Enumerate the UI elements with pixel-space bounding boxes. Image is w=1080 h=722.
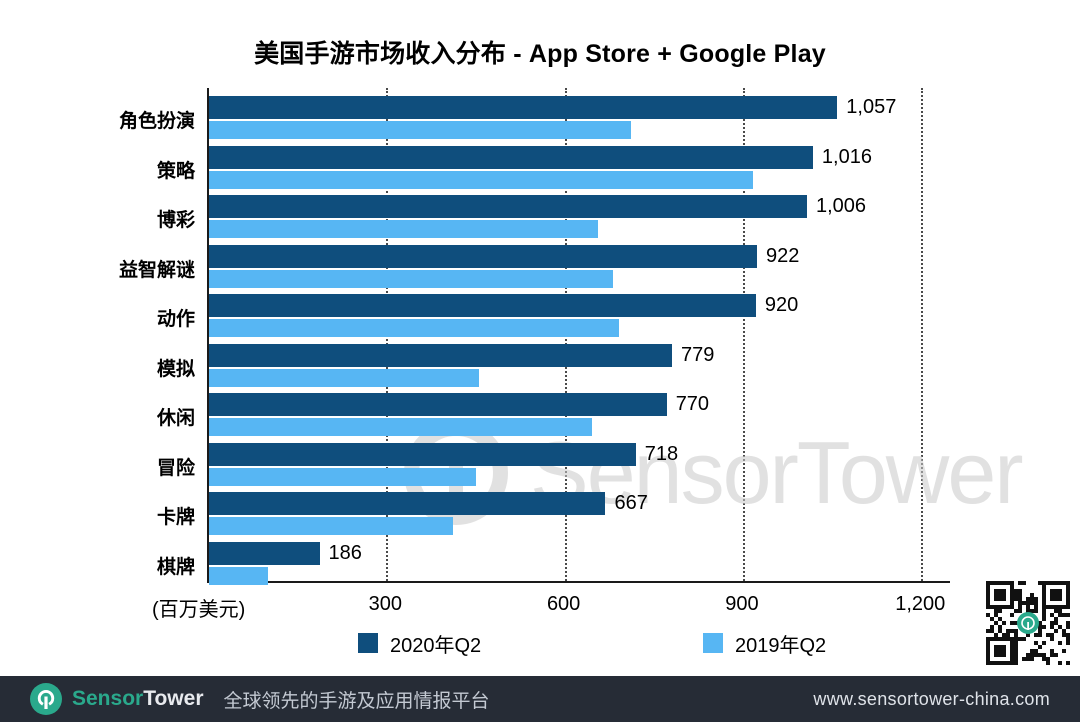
- sensortower-logo-icon: [30, 683, 62, 715]
- bar-2019-1: [209, 170, 753, 189]
- bar-2019-5: [209, 368, 480, 387]
- x-tick-label: 1,200: [895, 593, 946, 615]
- bar-2019-6: [209, 418, 593, 436]
- brand-name: SensorTower: [72, 687, 204, 711]
- x-tick-label: 600: [546, 593, 581, 615]
- bar-2020-0: [209, 96, 838, 119]
- category-label: 策略: [156, 160, 195, 182]
- bar-value-label: 779: [681, 343, 715, 366]
- brand-tower: Tower: [143, 687, 204, 710]
- bar-value-label: 718: [644, 442, 679, 465]
- brand-sensor: Sensor: [72, 687, 144, 710]
- legend-label: 2020年Q2: [390, 634, 482, 657]
- bar-value-label: 667: [614, 492, 648, 514]
- legend-swatch: [358, 633, 378, 653]
- bar-value-label: 922: [766, 244, 800, 267]
- bar-2019-0: [209, 121, 632, 139]
- legend-label: 2019年Q2: [735, 634, 827, 657]
- bar-value-label: 770: [675, 393, 710, 415]
- footer-brand: SensorTower 全球领先的手游及应用情报平台: [30, 683, 490, 715]
- x-tick-label: 900: [725, 593, 759, 615]
- category-label: 博彩: [156, 210, 195, 231]
- bar-2019-4: [209, 319, 620, 337]
- category-label: 休闲: [156, 408, 195, 429]
- legend-item-2019: 2019年Q2: [703, 631, 827, 657]
- bar-2020-7: [209, 442, 636, 466]
- bar-2020-5: [209, 343, 673, 367]
- category-label: 益智解谜: [118, 259, 195, 281]
- bar-2020-2: [209, 195, 807, 218]
- bar-2019-2: [209, 220, 599, 238]
- bar-2020-4: [209, 294, 756, 317]
- category-label: 角色扮演: [118, 111, 195, 132]
- category-label: 棋牌: [156, 556, 195, 578]
- bar-2019-9: [209, 566, 269, 585]
- chart-plot: SensorTower 1,057 1,016 1,006 922 920 779 770 7…: [207, 88, 1024, 585]
- footer-url: www.sensortower-china.com: [813, 688, 1050, 709]
- bar-2020-8: [209, 492, 606, 515]
- qr-code: [983, 578, 1073, 668]
- bar-value-label: 1,016: [821, 145, 872, 168]
- x-axis-unit-label: (百万美元): [152, 599, 246, 621]
- gridline-1200: [921, 88, 924, 581]
- legend-swatch: [703, 633, 723, 653]
- bar-2020-3: [209, 244, 758, 268]
- bar-value-label: 920: [764, 294, 799, 316]
- bar-2020-1: [209, 145, 813, 169]
- gridline-900: [742, 88, 745, 581]
- category-label: 卡牌: [156, 507, 195, 528]
- bar-value-label: 186: [328, 541, 362, 564]
- bar-value-label: 1,006: [815, 195, 867, 217]
- bar-2019-7: [209, 467, 477, 486]
- bar-value-label: 1,057: [846, 96, 897, 118]
- x-tick-label: 300: [368, 593, 402, 615]
- bar-2019-3: [209, 269, 614, 288]
- category-label: 动作: [156, 309, 195, 330]
- chart-title: 美国手游市场收入分布 - App Store + Google Play: [254, 40, 826, 68]
- bar-2020-9: [209, 541, 320, 565]
- category-label: 模拟: [156, 358, 195, 380]
- footer: SensorTower 全球领先的手游及应用情报平台 www.sensortow…: [0, 676, 1080, 722]
- bar-2019-8: [209, 517, 453, 535]
- legend-item-2020: 2020年Q2: [358, 631, 482, 657]
- bar-2020-6: [209, 393, 667, 416]
- category-label: 冒险: [156, 457, 195, 479]
- footer-tagline: 全球领先的手游及应用情报平台: [223, 690, 490, 712]
